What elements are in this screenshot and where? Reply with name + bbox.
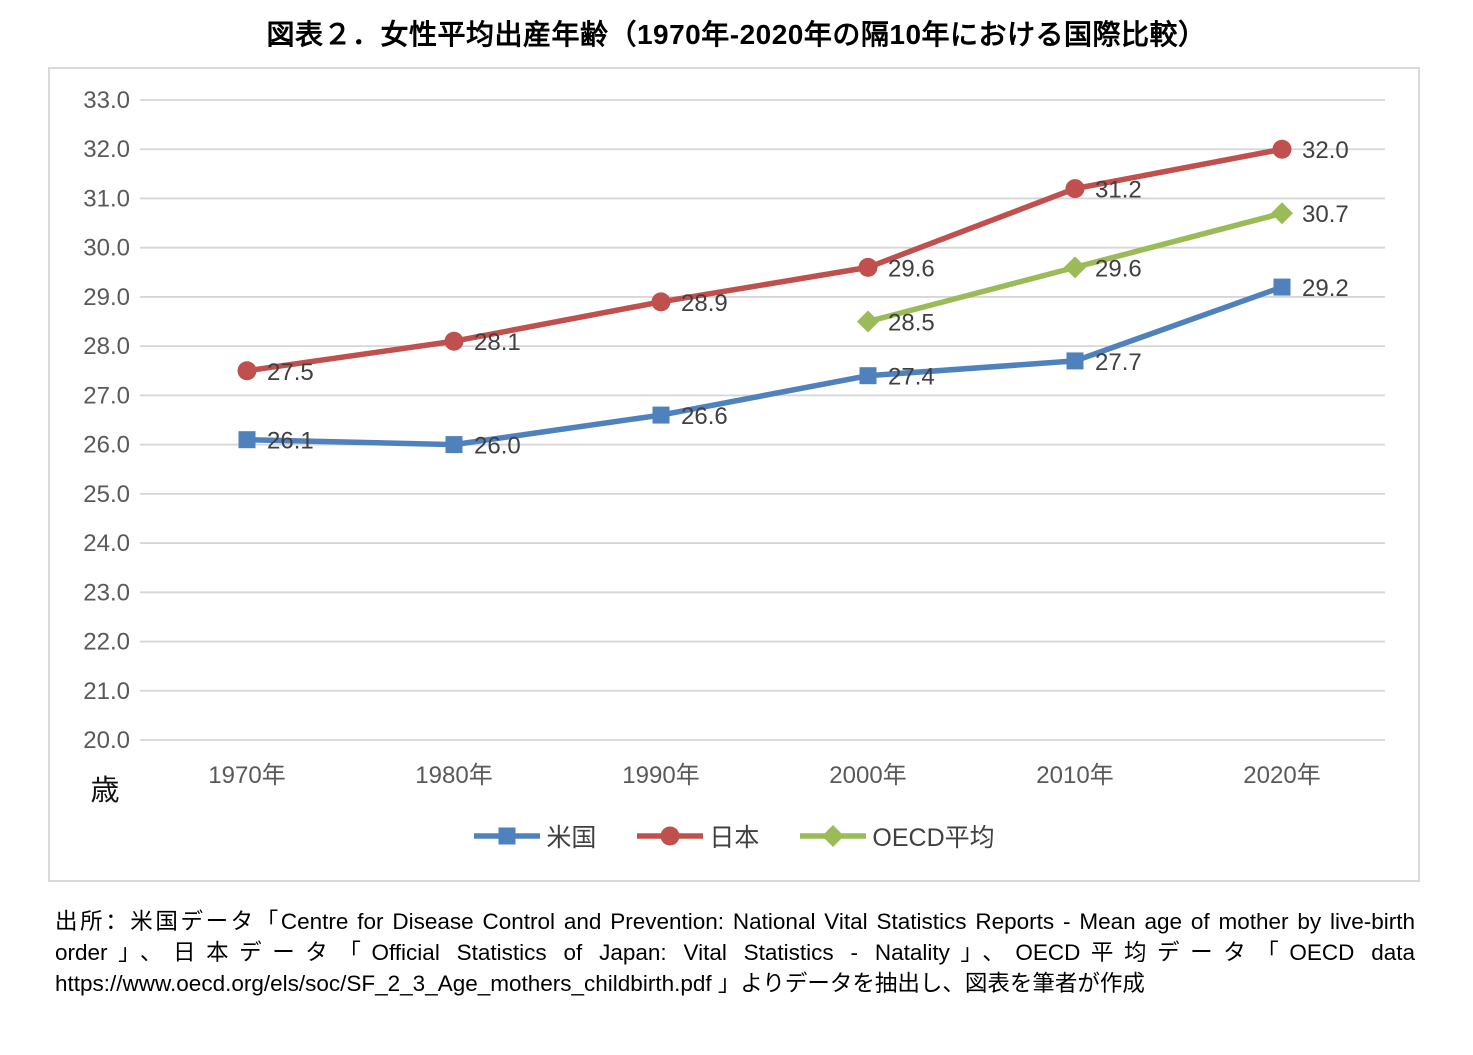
circle-marker-icon [444, 331, 464, 351]
legend-item-2: OECD平均 [799, 818, 995, 854]
diamond-marker-icon [1064, 256, 1086, 279]
series-line [244, 284, 1285, 448]
x-axis-tick-label: 1980年 [415, 762, 492, 789]
legend-label: 米国 [546, 824, 597, 852]
data-label: 28.1 [474, 329, 521, 356]
square-marker-icon [652, 406, 670, 424]
series-line [244, 146, 1285, 374]
circle-marker-icon [660, 826, 680, 846]
y-axis-tick-label: 20.0 [83, 727, 130, 754]
y-axis-tick-label: 21.0 [83, 678, 130, 705]
y-axis-tick-label: 28.0 [83, 333, 130, 360]
diamond-marker-icon [1271, 202, 1293, 225]
source-note: 出所：米国データ「Centre for Disease Control and … [55, 909, 1415, 997]
square-marker-icon [498, 827, 516, 845]
legend-key-icon [800, 825, 867, 847]
circle-marker-icon [858, 257, 878, 277]
data-label: 27.4 [888, 364, 935, 391]
diamond-marker-icon [822, 825, 845, 847]
series-2: 28.5 29.6 30.7 [857, 201, 1349, 337]
data-label: 26.0 [474, 433, 521, 460]
circle-marker-icon [1272, 139, 1292, 159]
square-marker-icon [1066, 352, 1084, 370]
data-label: 32.0 [1302, 137, 1349, 164]
series-1: 27.5 28.1 28.9 29.6 31.2 32.0 [237, 137, 1349, 386]
circle-marker-icon [651, 292, 671, 312]
data-label: 29.6 [888, 255, 935, 282]
x-axis-tick-label: 2010年 [1036, 762, 1113, 789]
y-axis-tick-label: 25.0 [83, 481, 130, 508]
square-marker-icon [238, 431, 256, 449]
legend-item-1: 日本 [636, 818, 759, 854]
legend-item-0: 米国 [473, 818, 596, 854]
y-axis-tick-label: 30.0 [83, 235, 130, 262]
y-axis-tick-label: 24.0 [83, 530, 130, 557]
y-axis-tick-label: 26.0 [83, 432, 130, 459]
data-label: 26.6 [681, 403, 728, 430]
data-label: 31.2 [1095, 177, 1142, 204]
data-label: 26.1 [267, 428, 314, 455]
legend-label: 日本 [709, 824, 760, 852]
data-label: 27.7 [1095, 349, 1142, 376]
chart-frame: 33.0 32.0 31.0 30.0 29.0 28.0 27.0 26.0 25.0 24.0… [48, 67, 1420, 882]
legend-label: OECD平均 [872, 824, 995, 852]
data-label: 28.9 [681, 290, 728, 317]
y-axis-tick-label: 23.0 [83, 579, 130, 606]
data-label: 28.5 [888, 310, 935, 337]
y-axis-tick-label: 22.0 [83, 629, 130, 656]
y-axis-unit-label: 歳 [90, 774, 119, 807]
square-marker-icon [445, 436, 463, 454]
y-axis-tick-label: 33.0 [83, 87, 130, 114]
y-axis-tick-label: 32.0 [83, 136, 130, 163]
data-label: 29.6 [1095, 255, 1142, 282]
x-axis-tick-label: 1990年 [622, 762, 699, 789]
x-axis-tick-label: 1970年 [208, 762, 285, 789]
data-label: 29.2 [1302, 275, 1349, 302]
line-chart-plot: 33.0 32.0 31.0 30.0 29.0 28.0 27.0 26.0 25.0 24.0… [83, 87, 1385, 807]
x-axis-tick-label: 2000年 [829, 762, 906, 789]
square-marker-icon [1273, 278, 1291, 296]
circle-marker-icon [1065, 179, 1085, 199]
data-label: 30.7 [1302, 201, 1349, 228]
legend-key-icon [637, 826, 704, 846]
y-axis-tick-label: 27.0 [83, 382, 130, 409]
chart-legend: 米国 日本 OECD平均 [50, 818, 1418, 854]
diamond-marker-icon [857, 310, 879, 333]
square-marker-icon [859, 367, 877, 385]
y-axis-tick-label: 29.0 [83, 284, 130, 311]
y-axis-tick-label: 31.0 [83, 185, 130, 212]
x-axis-tick-label: 2020年 [1243, 762, 1320, 789]
legend-key-icon [474, 827, 541, 845]
series-0: 26.1 26.0 26.6 27.4 27.7 29.2 [238, 275, 1349, 460]
data-label: 27.5 [267, 359, 314, 386]
circle-marker-icon [237, 361, 257, 381]
chart-title: 図表２．女性平均出産年齢（1970年-2020年の隔10年における国際比較） [266, 19, 1207, 50]
